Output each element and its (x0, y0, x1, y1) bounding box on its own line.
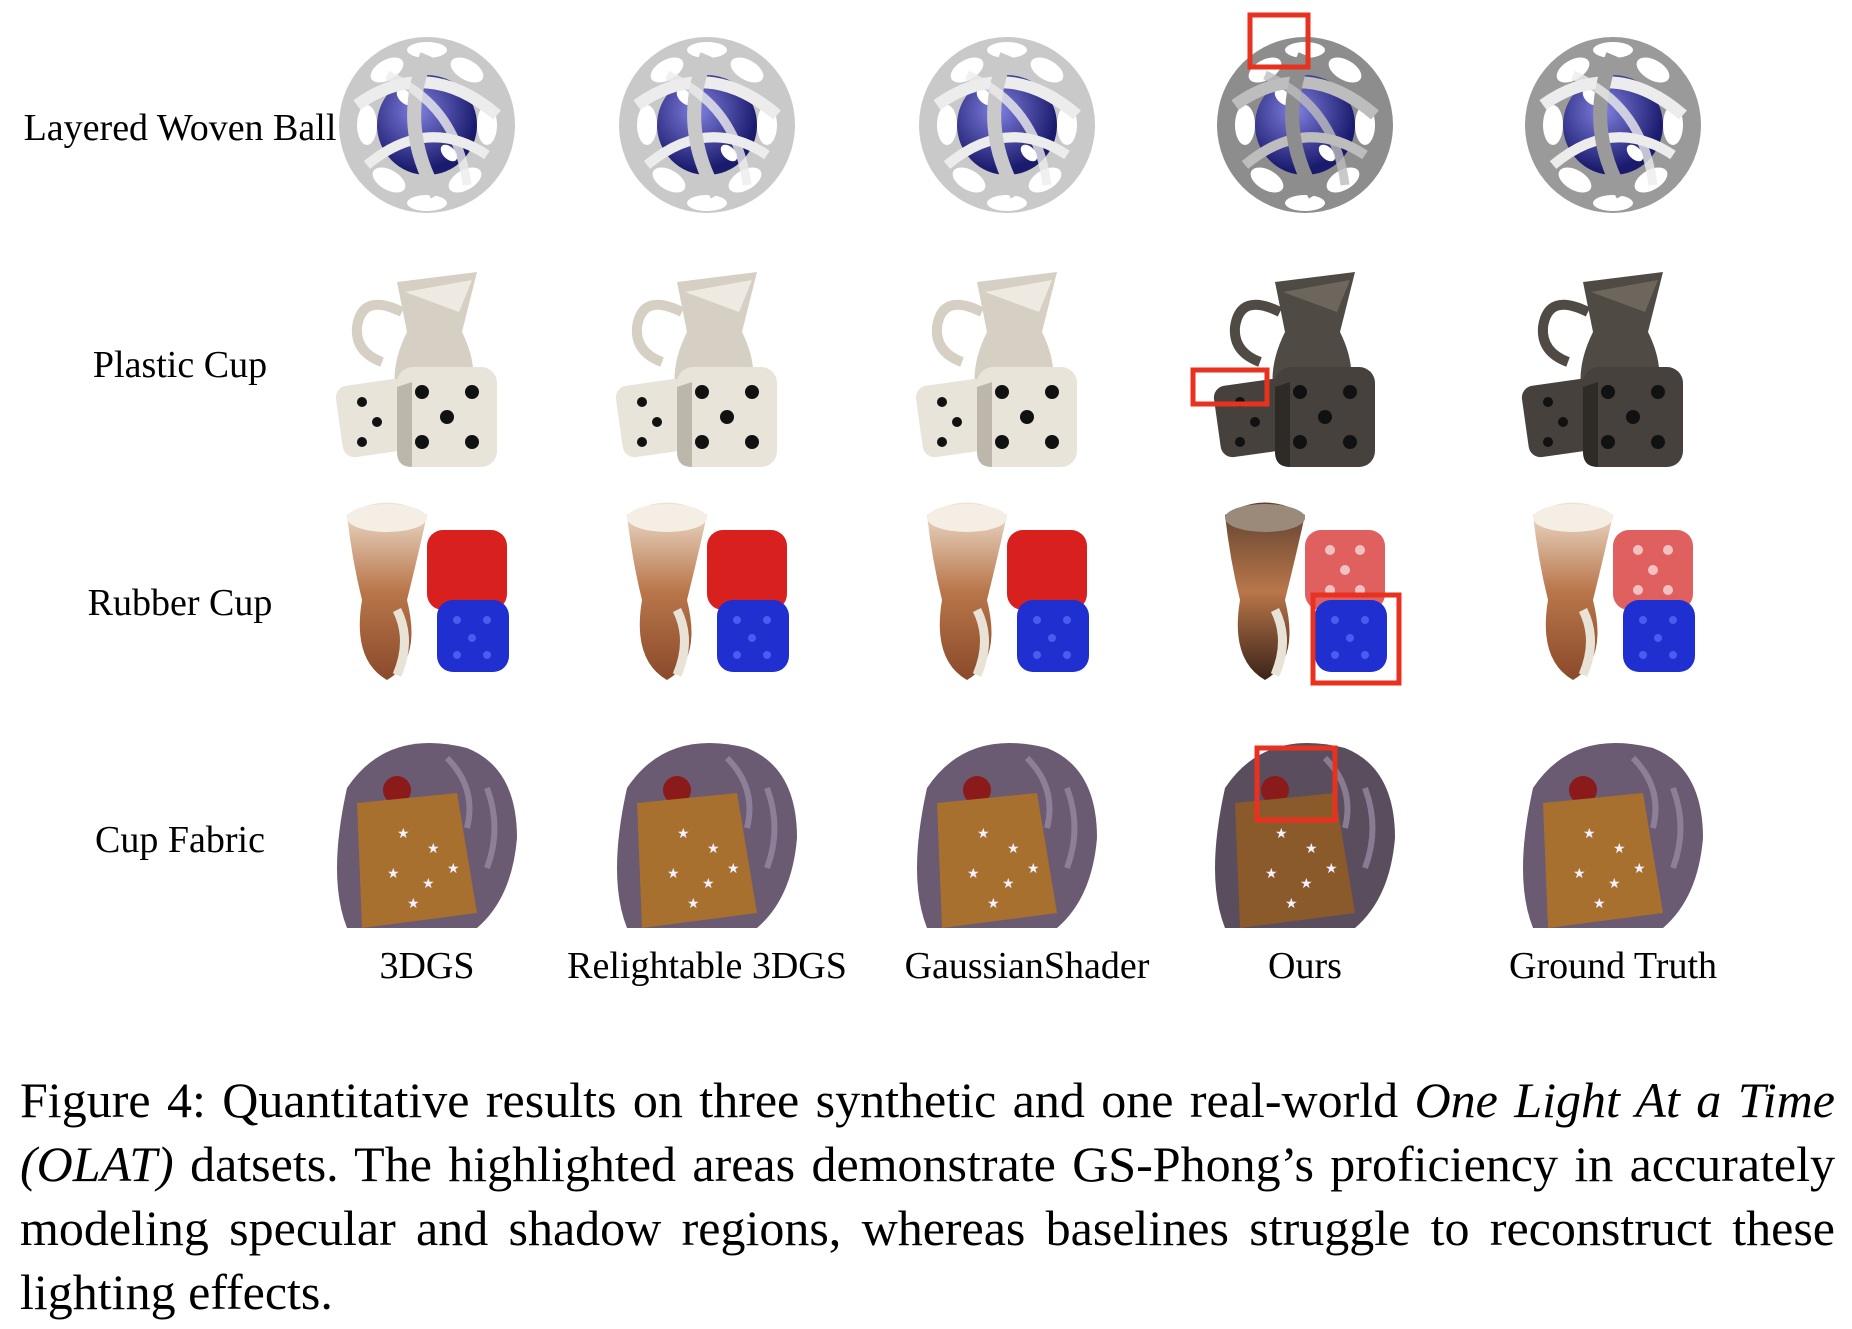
highlight-box (1254, 745, 1338, 823)
thumbnail-cup-fabric-ours: ★ ★ ★ ★ ★ ★ (1205, 728, 1405, 948)
thumbnail-cup-fabric-gaussianshader: ★ ★ ★ ★ ★ ★ (907, 728, 1107, 948)
column-label-ours: Ours (1268, 945, 1342, 987)
svg-text:★: ★ (667, 866, 680, 882)
column-label-ground-truth: Ground Truth (1509, 945, 1717, 987)
thumbnail-rubber-cup-gaussianshader (907, 490, 1107, 710)
svg-text:★: ★ (677, 826, 690, 842)
svg-text:★: ★ (707, 841, 720, 857)
row-label-layered-woven-ball: Layered Woven Ball (23, 107, 337, 149)
column-label-3dgs: 3DGS (379, 945, 475, 987)
thumbnail-layered-woven-ball-3dgs (327, 15, 527, 235)
svg-text:★: ★ (727, 861, 740, 877)
thumbnail-cup-fabric-relightable-3dgs: ★ ★ ★ ★ ★ ★ (607, 728, 807, 948)
thumbnail-cup-fabric-3dgs: ★ ★ ★ ★ ★ ★ (327, 728, 527, 948)
thumbnail-rubber-cup-3dgs (327, 490, 527, 710)
thumbnail-rubber-cup-ground-truth (1513, 490, 1713, 710)
svg-text:★: ★ (977, 826, 990, 842)
figure-caption: Figure 4: Quantitative results on three … (20, 1068, 1835, 1324)
svg-text:★: ★ (1002, 876, 1015, 892)
svg-text:★: ★ (1300, 876, 1313, 892)
column-label-gaussianshader: GaussianShader (904, 945, 1150, 987)
thumbnail-layered-woven-ball-ground-truth (1513, 15, 1713, 235)
svg-text:★: ★ (1007, 841, 1020, 857)
column-label-relightable-3dgs: Relightable 3DGS (567, 945, 847, 987)
caption-suffix: datsets. The highlighted areas demonstra… (20, 1136, 1835, 1320)
row-label-rubber-cup: Rubber Cup (87, 582, 273, 624)
svg-text:★: ★ (397, 826, 410, 842)
svg-text:★: ★ (1583, 826, 1596, 842)
svg-text:★: ★ (987, 896, 1000, 912)
thumbnail-rubber-cup-relightable-3dgs (607, 490, 807, 710)
svg-text:★: ★ (1027, 861, 1040, 877)
row-label-plastic-cup: Plastic Cup (92, 344, 268, 386)
svg-text:★: ★ (1608, 876, 1621, 892)
svg-text:★: ★ (1613, 841, 1626, 857)
highlight-box (1310, 592, 1402, 686)
thumbnail-rubber-cup-ours (1205, 490, 1405, 710)
thumbnail-cup-fabric-ground-truth: ★ ★ ★ ★ ★ ★ (1513, 728, 1713, 948)
svg-text:★: ★ (1285, 896, 1298, 912)
thumbnail-plastic-cup-ours (1190, 252, 1405, 472)
thumbnail-layered-woven-ball-relightable-3dgs (607, 15, 807, 235)
svg-text:★: ★ (407, 896, 420, 912)
caption-prefix: Figure 4: Quantitative results on three … (20, 1072, 1415, 1128)
thumbnail-plastic-cup-relightable-3dgs (607, 252, 807, 472)
svg-text:★: ★ (967, 866, 980, 882)
thumbnail-layered-woven-ball-ours (1205, 12, 1405, 235)
svg-text:★: ★ (687, 896, 700, 912)
highlight-box (1190, 367, 1270, 407)
svg-text:★: ★ (1275, 826, 1288, 842)
thumbnail-plastic-cup-3dgs (327, 252, 527, 472)
thumbnail-plastic-cup-ground-truth (1513, 252, 1713, 472)
svg-text:★: ★ (1593, 896, 1606, 912)
svg-text:★: ★ (447, 861, 460, 877)
highlight-box (1247, 12, 1311, 70)
svg-text:★: ★ (387, 866, 400, 882)
svg-text:★: ★ (427, 841, 440, 857)
svg-text:★: ★ (702, 876, 715, 892)
row-label-cup-fabric: Cup Fabric (95, 819, 265, 861)
svg-text:★: ★ (1573, 866, 1586, 882)
thumbnail-layered-woven-ball-gaussianshader (907, 15, 1107, 235)
svg-text:★: ★ (1633, 861, 1646, 877)
thumbnail-plastic-cup-gaussianshader (907, 252, 1107, 472)
svg-text:★: ★ (1305, 841, 1318, 857)
svg-text:★: ★ (422, 876, 435, 892)
svg-text:★: ★ (1265, 866, 1278, 882)
caption-italic: One Light At a Time (OLAT) (20, 1072, 1835, 1192)
svg-text:★: ★ (1325, 861, 1338, 877)
